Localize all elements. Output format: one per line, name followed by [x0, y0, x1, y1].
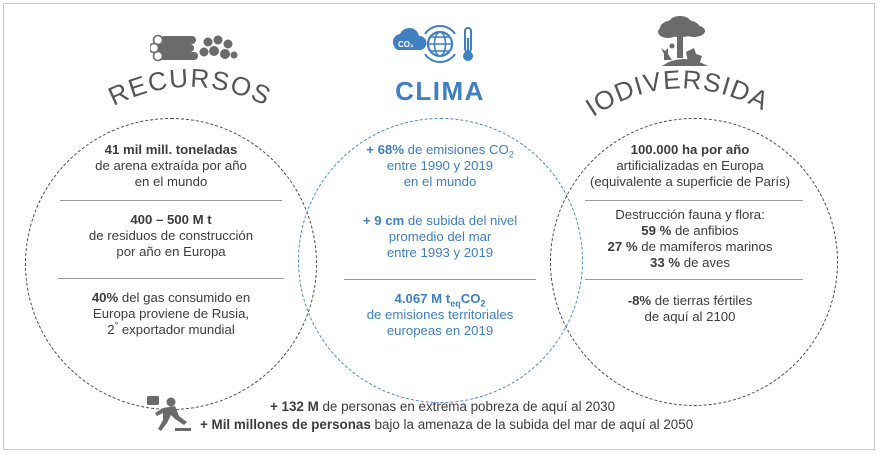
clima-b3-bold: 4.067 M t: [394, 291, 451, 306]
clima-b1-bold: + 68%: [366, 142, 404, 157]
biodiversidad-separator-2: [585, 279, 803, 280]
recursos-b3-l2: Europa proviene de Rusia,: [92, 306, 250, 321]
bio-b2-r1: de anfibios: [671, 223, 739, 238]
clima-b3-l3: europeas en 2019: [386, 323, 494, 338]
clima-separator: [344, 279, 536, 280]
clima-b2-l3: entre 1993 y 2019: [386, 245, 494, 260]
bio-b2-p1: 59 %: [641, 223, 672, 238]
clima-b3-sub2: 2: [480, 298, 486, 309]
bio-b1-l2: artificializadas en Europa: [616, 158, 764, 173]
recursos-b1-l3: en el mundo: [134, 174, 208, 189]
clima-b1-sub: 2: [508, 149, 514, 160]
recursos-b3-l3b: exportador mundial: [118, 322, 235, 337]
recursos-b1-l2: de arena extraída por año: [95, 158, 247, 173]
clima-b1-l2: entre 1990 y 2019: [386, 158, 494, 173]
bottom-l1-rest: de personas en extrema pobreza de aquí a…: [318, 399, 616, 414]
recursos-separator-1: [60, 200, 282, 201]
bio-b3-bold: -8%: [627, 293, 652, 308]
bio-b2-l1: Destrucción fauna y flora:: [615, 207, 765, 222]
biodiversidad-block-3: -8% de tierras fértiles de aquí al 2100: [600, 293, 780, 325]
biodiversidad-block-2: Destrucción fauna y flora: 59 % de anfib…: [590, 207, 790, 271]
recursos-separator-2: [58, 278, 284, 279]
clima-b1-l3: en el mundo: [403, 174, 477, 189]
clima-title: CLIMA: [395, 76, 485, 106]
clima-b3-sub: eq: [450, 298, 461, 309]
recursos-title-text: RECURSOS: [104, 63, 277, 112]
bottom-l2-bold: + Mil millones de personas: [200, 417, 371, 432]
recursos-block-3: 40% del gas consumido en Europa proviene…: [80, 290, 262, 338]
bio-b2-p3: 33 %: [650, 255, 681, 270]
clima-b2-bold: + 9 cm: [362, 213, 405, 228]
biodiversidad-separator-1: [585, 200, 803, 201]
recursos-b2-bold: 400 – 500 M t: [130, 212, 212, 227]
clima-b2-l2: promedio del mar: [388, 229, 492, 244]
bottom-l1-bold: + 132 M: [270, 399, 319, 414]
bio-b3-l2: de aquí al 2100: [644, 309, 736, 324]
co2-globe-thermometer-icon: CO₂: [392, 25, 473, 63]
bio-b1-l3: (equivalente a superficie de París): [589, 174, 791, 189]
bio-b1-bold: 100.000 ha por año: [630, 142, 750, 157]
clima-b2-rest1: de subida del nivel: [404, 213, 518, 228]
clima-block-2: + 9 cm de subida del nivel promedio del …: [345, 213, 535, 261]
recursos-b2-l3: por año en Europa: [116, 244, 226, 259]
bottom-line-1: + 132 M de personas en extrema pobreza d…: [270, 398, 690, 416]
recursos-title-path: RECURSOS: [104, 63, 275, 112]
bio-b3-rest1: de tierras fértiles: [651, 293, 753, 308]
bio-b2-p2: 27 %: [607, 239, 638, 254]
clima-b1-rest1: de emisiones CO: [403, 142, 509, 157]
logs-and-rocks-icon: [150, 34, 238, 62]
biodiversidad-block-1: 100.000 ha por año artificializadas en E…: [574, 142, 806, 190]
bottom-l2-rest: bajo la amenaza de la subida del mar de …: [370, 417, 694, 432]
clima-b3-l2: de emisiones territoriales: [366, 307, 514, 322]
person-falling-icon: [147, 396, 191, 431]
recursos-block-1: 41 mil mill. toneladas de arena extraída…: [90, 142, 252, 190]
recursos-b1-bold: 41 mil mill. toneladas: [104, 142, 238, 157]
recursos-b2-l2: de residuos de construcción: [88, 228, 254, 243]
co2-label: CO₂: [398, 40, 414, 49]
recursos-b3-l3sup: °: [114, 320, 119, 331]
recursos-title: RECURSOS BIODIVERSIDAD CLIMA: [0, 0, 773, 122]
clima-b3-bold2: CO: [460, 291, 481, 306]
bottom-line-2: + Mil millones de personas bajo la amena…: [200, 416, 760, 434]
recursos-b3-l3a: 2: [107, 322, 115, 337]
clima-block-1: + 68% de emisiones CO2 entre 1990 y 2019…: [345, 142, 535, 190]
tree-and-animals-icon: [658, 16, 708, 66]
clima-block-3: 4.067 M teqCO2 de emisiones territoriale…: [345, 291, 535, 339]
recursos-block-2: 400 – 500 M t de residuos de construcció…: [75, 212, 267, 260]
biodiversidad-circle: [550, 118, 838, 406]
recursos-b3-rest1: del gas consumido en: [118, 290, 251, 305]
bio-b2-r3: de aves: [680, 255, 730, 270]
recursos-b3-bold: 40%: [91, 290, 119, 305]
bio-b2-r2: de mamíferos marinos: [637, 239, 773, 254]
